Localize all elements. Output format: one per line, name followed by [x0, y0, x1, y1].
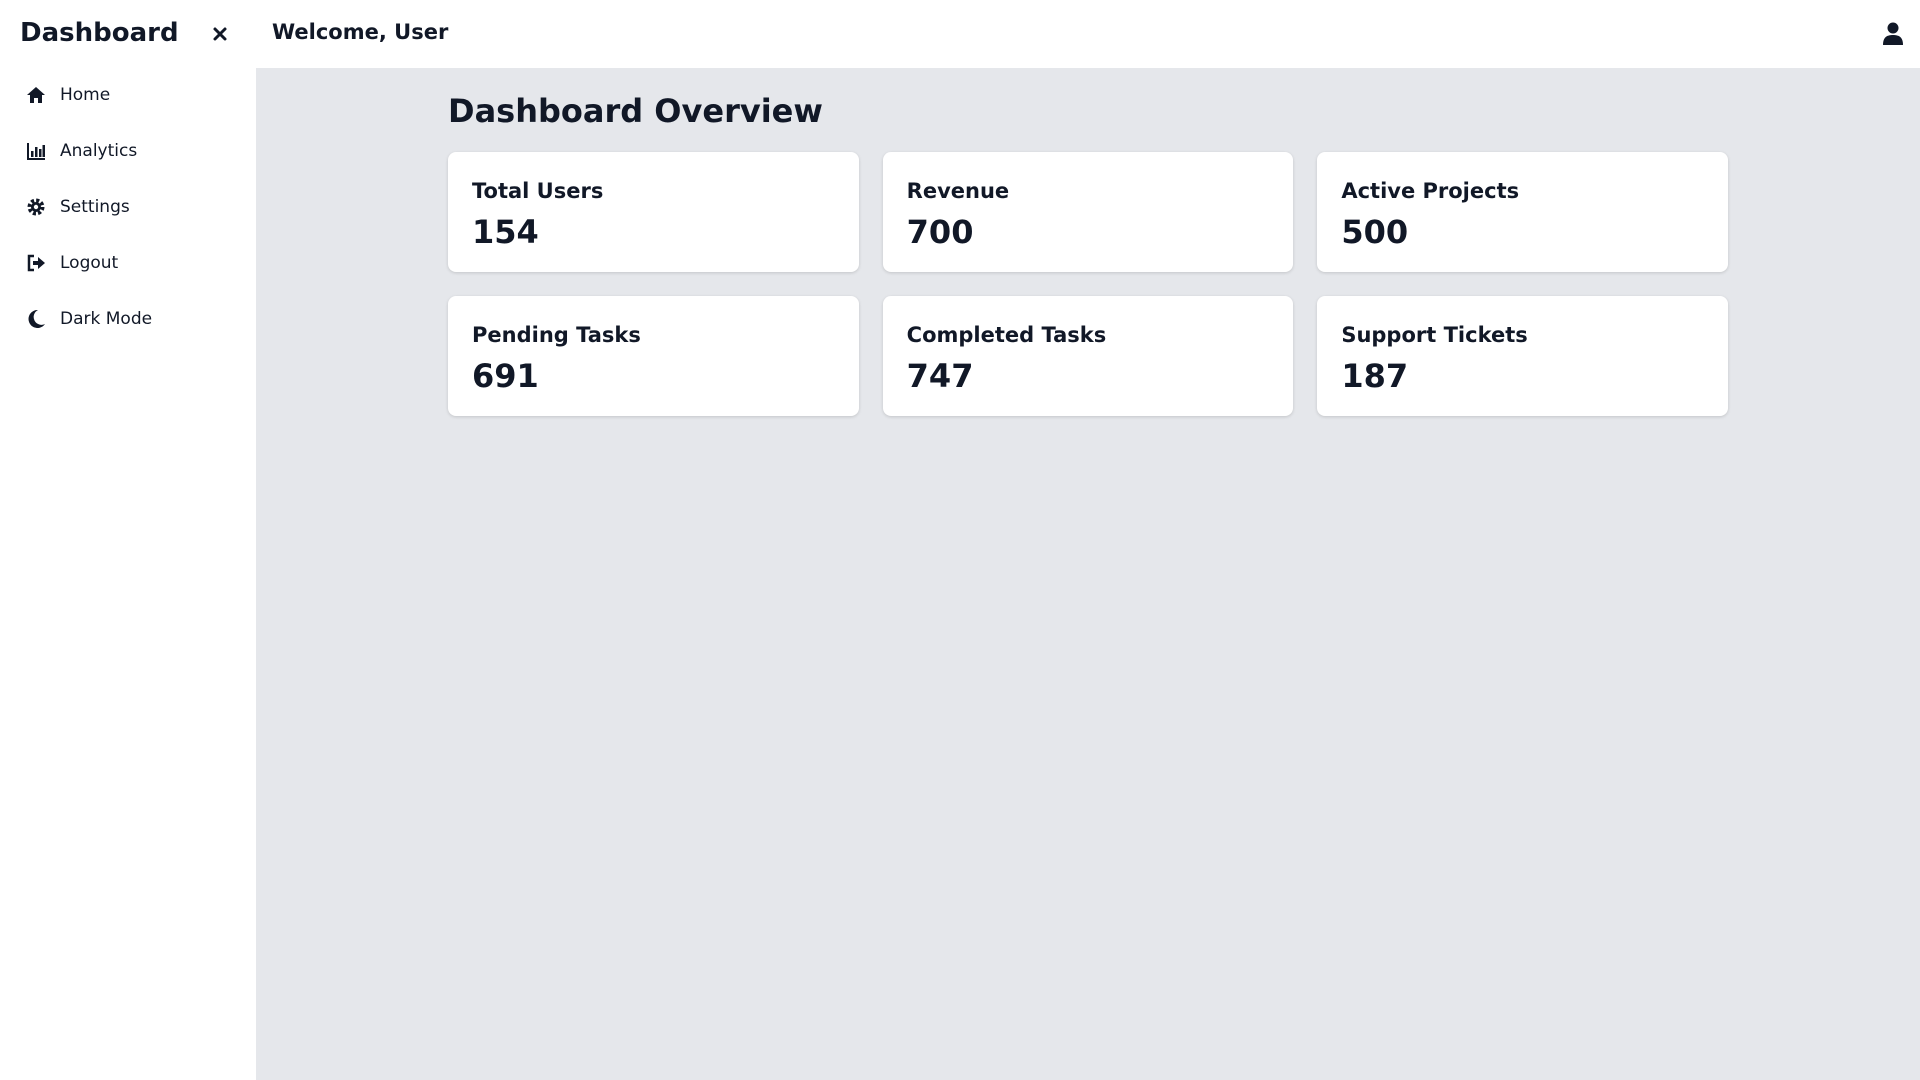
nav-item[interactable]: Analytics	[26, 136, 137, 166]
stat-card: Pending Tasks 691	[448, 296, 859, 416]
nav-label: Settings	[60, 197, 130, 217]
user-icon[interactable]	[1882, 22, 1904, 46]
card-value: 691	[472, 357, 539, 395]
logout-icon	[27, 254, 45, 272]
nav-label: Home	[60, 85, 111, 105]
stat-card: Active Projects 500	[1317, 152, 1728, 272]
stat-card: Total Users 154	[448, 152, 859, 272]
close-button[interactable]	[208, 22, 232, 46]
stat-card: Revenue 700	[882, 152, 1294, 272]
settings-icon	[27, 198, 45, 216]
card-label: Revenue	[906, 179, 1010, 203]
nav-item[interactable]: Logout	[26, 248, 118, 278]
card-label: Support Tickets	[1341, 323, 1528, 347]
nav-label: Logout	[60, 253, 119, 273]
card-label: Total Users	[472, 179, 604, 203]
sidebar-title: Dashboard	[20, 18, 179, 48]
moon-icon	[28, 309, 45, 328]
card-value: 187	[1341, 357, 1409, 395]
stat-card: Completed Tasks 747	[882, 296, 1294, 416]
sidebar: Dashboard Home Analytics Settings Logout…	[0, 0, 256, 1080]
nav-label: Analytics	[60, 141, 138, 161]
stat-card: Support Tickets 187	[1317, 296, 1728, 416]
nav-item[interactable]: Home	[26, 80, 110, 110]
card-label: Completed Tasks	[906, 323, 1107, 347]
analytics-icon	[27, 143, 45, 160]
card-value: 154	[472, 213, 539, 251]
card-value: 747	[906, 357, 974, 395]
card-label: Pending Tasks	[472, 323, 641, 347]
page-title: Dashboard Overview	[448, 92, 823, 130]
nav-item[interactable]: Settings	[26, 192, 130, 222]
card-value: 700	[906, 213, 974, 251]
card-value: 500	[1341, 213, 1409, 251]
welcome-text: Welcome, User	[272, 20, 449, 44]
card-label: Active Projects	[1341, 179, 1520, 203]
home-icon	[27, 87, 45, 103]
nav-item[interactable]: Dark Mode	[26, 304, 152, 334]
nav-label: Dark Mode	[60, 309, 153, 329]
card-grid: Total Users 154 Revenue 700 Active Projects 5…	[448, 152, 1728, 416]
main-content: Dashboard Overview Total Users 154 Revenue…	[448, 68, 1728, 416]
header: Welcome, User	[256, 0, 1920, 68]
